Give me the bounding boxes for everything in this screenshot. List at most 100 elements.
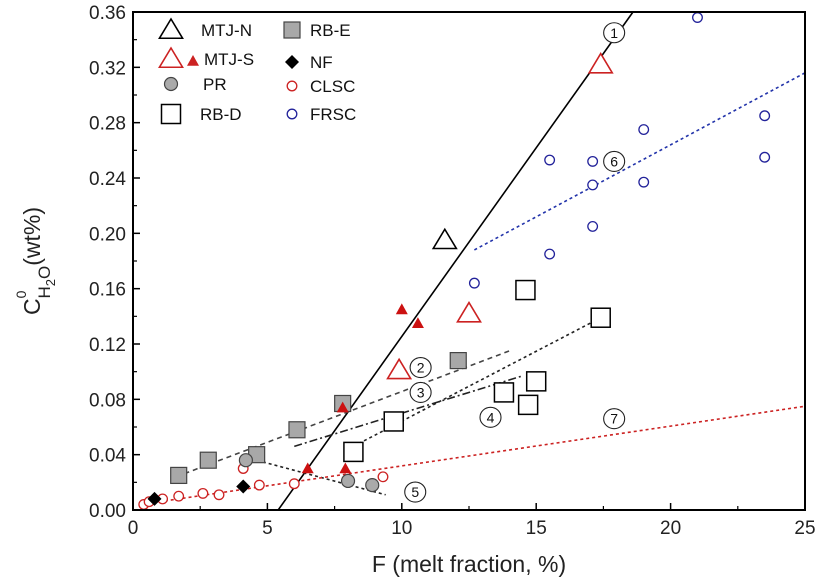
- x-tick-label: 20: [660, 518, 681, 539]
- x-tick-label: 25: [794, 518, 815, 539]
- fit-line-label-5: 5: [404, 481, 427, 503]
- legend-marker: [158, 46, 184, 69]
- y-axis-title-text: C0 H2O(wt%): [13, 207, 58, 315]
- svg-text:3: 3: [417, 384, 425, 400]
- fit-line-label-1: 1: [603, 22, 626, 44]
- point-clsc: [288, 478, 300, 490]
- point-mtj-s: [587, 52, 614, 74]
- y-tick-label: 0.20: [89, 224, 126, 245]
- legend-item-mtj-n: MTJ-N: [158, 17, 252, 40]
- x-tick-label: 0: [128, 518, 139, 539]
- legend-item-frsc: FRSC: [286, 105, 356, 124]
- point-rb-d: [493, 382, 515, 403]
- point-frsc: [587, 179, 599, 191]
- point-mtj-s: [339, 462, 352, 474]
- point-pr: [365, 478, 380, 493]
- point-frsc: [468, 277, 480, 289]
- point-mtj-s: [395, 303, 408, 315]
- point-pr: [238, 453, 253, 468]
- y-tick-label: 0.08: [89, 390, 126, 411]
- point-clsc: [197, 487, 209, 499]
- point-mtj-s: [386, 357, 413, 380]
- point-mtj-s: [301, 462, 314, 474]
- point-pr: [340, 473, 356, 489]
- legend-item-nf: NF: [285, 53, 333, 72]
- legend-marker: [286, 80, 298, 92]
- fit-line-label-3: 3: [409, 381, 432, 403]
- legend-marker: [160, 103, 182, 125]
- svg-text:1: 1: [610, 25, 618, 41]
- point-frsc: [759, 110, 771, 122]
- point-rb-d: [590, 307, 611, 328]
- point-rb-d: [383, 411, 404, 432]
- point-rb-d: [525, 371, 547, 392]
- fit-lines: [140, 11, 806, 511]
- point-frsc: [587, 220, 599, 232]
- x-axis-ticks: 0 5 10 15 20 25: [128, 503, 816, 539]
- svg-text:4: 4: [487, 409, 495, 425]
- legend-label: FRSC: [310, 105, 356, 124]
- fit-line-label-2: 2: [409, 356, 432, 379]
- fit-line-label-7: 7: [603, 408, 626, 430]
- legend-marker: [285, 55, 299, 69]
- fit-line-4: [294, 375, 523, 448]
- fit-line-labels: 1 2 3 4 5 6 7: [404, 22, 626, 503]
- x-tick-label: 15: [526, 518, 547, 539]
- y-tick-label: 0.24: [89, 169, 126, 190]
- fit-line-7: [140, 405, 806, 506]
- y-tick-label: 0.32: [89, 58, 126, 79]
- point-clsc: [213, 489, 225, 501]
- data-points: [138, 12, 771, 510]
- y-tick-label: 0.16: [89, 280, 126, 301]
- legend: MTJ-N MTJ-S PR RB-D RB-E NF CLSC FRSC: [158, 17, 356, 125]
- point-rb-e: [170, 466, 188, 485]
- y-axis-title-superscript: 0: [13, 290, 29, 298]
- point-mtj-n: [431, 227, 458, 250]
- y-axis-title-suffix: (wt%): [19, 207, 45, 266]
- legend-marker-small: [187, 55, 199, 66]
- legend-marker: [286, 108, 298, 120]
- legend-label: RB-E: [310, 21, 351, 40]
- point-nf: [236, 479, 251, 494]
- point-frsc: [638, 176, 650, 188]
- legend-item-clsc: CLSC: [286, 77, 355, 96]
- svg-text:5: 5: [411, 484, 419, 500]
- y-tick-label: 0.12: [89, 335, 126, 356]
- point-clsc: [377, 471, 389, 483]
- legend-marker: [158, 17, 184, 40]
- point-rb-d: [515, 279, 536, 301]
- point-frsc: [587, 155, 599, 167]
- y-tick-label: 0.36: [89, 3, 126, 24]
- fit-line-6: [473, 72, 806, 251]
- legend-marker: [283, 21, 301, 39]
- legend-label: PR: [203, 75, 227, 94]
- legend-label: CLSC: [310, 77, 355, 96]
- y-axis-title-base: C: [19, 298, 45, 315]
- legend-item-rb-d: RB-D: [160, 103, 242, 125]
- fit-line-1: [277, 11, 634, 511]
- point-frsc: [692, 12, 703, 23]
- point-frsc: [544, 248, 556, 260]
- legend-label: RB-D: [200, 105, 242, 124]
- svg-text:7: 7: [610, 411, 618, 427]
- point-clsc: [253, 479, 265, 491]
- legend-label: MTJ-S: [204, 50, 254, 69]
- y-tick-label: 0.28: [89, 114, 126, 135]
- svg-text:2: 2: [417, 360, 425, 376]
- fit-line-5: [251, 458, 386, 496]
- point-rb-e: [288, 421, 306, 439]
- y-axis-ticks: 0.00 0.04 0.08 0.12 0.16 0.20 0.24 0.28 0.32 0.36: [89, 3, 140, 522]
- y-tick-label: 0.00: [89, 501, 126, 522]
- legend-marker: [163, 76, 179, 92]
- point-frsc: [544, 154, 556, 166]
- y-tick-label: 0.04: [89, 446, 126, 467]
- point-frsc: [638, 124, 650, 136]
- point-rb-d: [517, 394, 539, 416]
- legend-item-mtj-s: MTJ-S: [158, 46, 254, 69]
- svg-text:6: 6: [610, 153, 618, 169]
- point-nf: [147, 491, 162, 506]
- point-mtj-s: [336, 401, 349, 413]
- point-mtj-s: [411, 317, 424, 329]
- legend-label: MTJ-N: [201, 21, 252, 40]
